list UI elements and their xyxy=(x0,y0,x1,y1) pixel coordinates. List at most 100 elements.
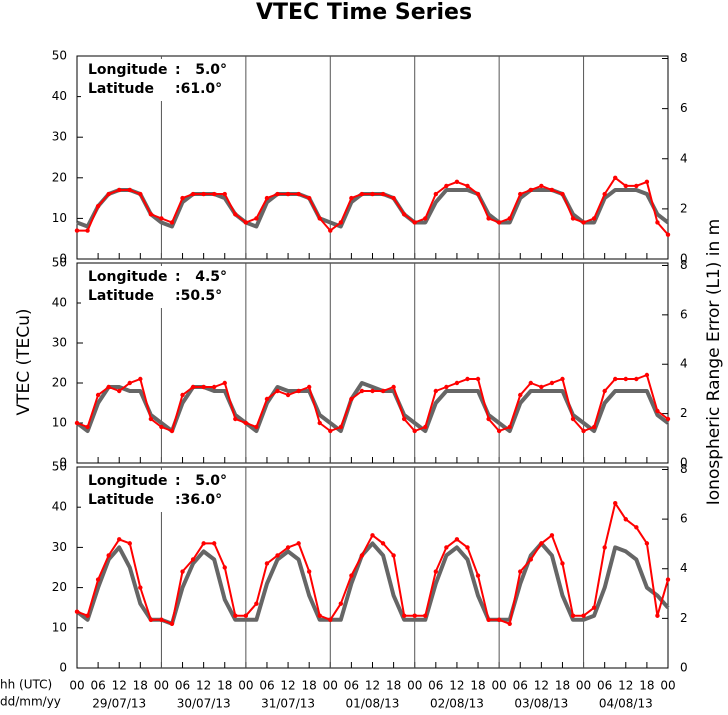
annotation-value: : 5.0° xyxy=(175,473,227,489)
data-point xyxy=(127,187,132,193)
data-point xyxy=(328,228,333,233)
data-point xyxy=(634,525,639,530)
data-point xyxy=(423,216,428,221)
data-point xyxy=(233,613,238,618)
data-point xyxy=(317,216,322,221)
date-label: 04/08/13 xyxy=(599,697,653,711)
data-point xyxy=(296,541,301,546)
data-point xyxy=(95,204,101,209)
y2-tick-label: 8 xyxy=(680,462,688,476)
y-axis-label: VTEC (TECu) xyxy=(14,308,34,415)
data-point xyxy=(317,613,322,618)
data-point xyxy=(222,565,227,570)
data-point xyxy=(528,557,534,562)
y2-tick-label: 8 xyxy=(680,258,688,272)
data-point xyxy=(602,388,607,394)
data-point xyxy=(644,179,650,185)
x-tick-label: 06 xyxy=(90,679,105,693)
data-point xyxy=(106,191,111,197)
data-point xyxy=(159,216,164,221)
y-tick-label: 20 xyxy=(52,580,67,594)
data-point xyxy=(591,424,597,430)
x-tick-label: 18 xyxy=(133,679,148,693)
data-point xyxy=(328,428,333,434)
data-point xyxy=(433,388,439,394)
data-point xyxy=(190,191,196,197)
x-tick-label: 12 xyxy=(112,679,127,693)
data-point xyxy=(454,537,460,542)
data-point xyxy=(359,388,365,394)
data-point xyxy=(117,187,122,193)
data-point xyxy=(370,533,375,538)
data-point xyxy=(169,428,175,434)
data-point xyxy=(465,376,470,382)
x-tick-label: 06 xyxy=(175,679,190,693)
data-point xyxy=(264,561,270,566)
y2-tick-label: 0 xyxy=(680,252,688,266)
data-point xyxy=(117,537,122,542)
data-point xyxy=(591,216,597,221)
data-point xyxy=(328,617,333,622)
data-point xyxy=(655,408,660,414)
data-point xyxy=(148,416,154,422)
data-point xyxy=(401,613,407,618)
data-point xyxy=(465,545,470,550)
x-tick-label: 18 xyxy=(386,679,401,693)
x-tick-label: 00 xyxy=(492,679,507,693)
data-point xyxy=(95,577,101,582)
date-label: 30/07/13 xyxy=(177,697,231,711)
data-point xyxy=(85,228,90,233)
y-tick-label: 50 xyxy=(52,460,67,474)
series-line xyxy=(75,541,670,626)
y-tick-label: 50 xyxy=(52,256,67,270)
x-tick-label: 00 xyxy=(69,679,84,693)
x-tick-label: 00 xyxy=(660,679,675,693)
data-point xyxy=(243,613,249,618)
data-point xyxy=(285,191,291,197)
data-point xyxy=(285,545,291,550)
x-tick-label: 00 xyxy=(154,679,169,693)
y-tick-label: 0 xyxy=(59,661,67,675)
data-point xyxy=(644,541,650,546)
chart-title: VTEC Time Series xyxy=(256,0,472,25)
data-point xyxy=(475,573,481,578)
data-point xyxy=(138,585,143,590)
data-point xyxy=(127,541,132,546)
data-point xyxy=(380,191,386,197)
data-point xyxy=(581,220,586,225)
data-point xyxy=(370,388,375,394)
y-tick-label: 40 xyxy=(52,500,67,514)
y-tick-label: 30 xyxy=(52,130,67,144)
y2-tick-label: 6 xyxy=(680,512,688,526)
data-point xyxy=(306,195,312,201)
date-label: 01/08/13 xyxy=(346,697,400,711)
data-point xyxy=(254,424,259,430)
y-tick-label: 10 xyxy=(52,211,67,225)
y2-tick-label: 2 xyxy=(680,201,688,215)
data-point xyxy=(74,228,80,233)
data-point xyxy=(106,553,111,558)
data-point xyxy=(591,605,597,610)
data-point xyxy=(180,392,185,398)
data-point xyxy=(623,376,628,382)
y2-tick-label: 4 xyxy=(680,561,688,575)
data-point xyxy=(433,569,439,574)
data-point xyxy=(423,613,428,618)
x-tick-label: 12 xyxy=(449,679,464,693)
y-tick-label: 0 xyxy=(59,456,67,470)
data-point xyxy=(423,424,428,430)
data-point xyxy=(665,416,671,422)
x-tick-label: 06 xyxy=(597,679,612,693)
data-point xyxy=(496,617,502,622)
data-point xyxy=(201,191,206,197)
x-tick-label: 18 xyxy=(555,679,570,693)
data-point xyxy=(233,416,238,422)
x-tick-label: 18 xyxy=(470,679,485,693)
y2-tick-label: 0 xyxy=(680,661,688,675)
data-point xyxy=(349,396,354,402)
data-point xyxy=(285,392,291,398)
data-point xyxy=(518,392,523,398)
data-point xyxy=(581,613,586,618)
x-tick-label: 12 xyxy=(280,679,295,693)
